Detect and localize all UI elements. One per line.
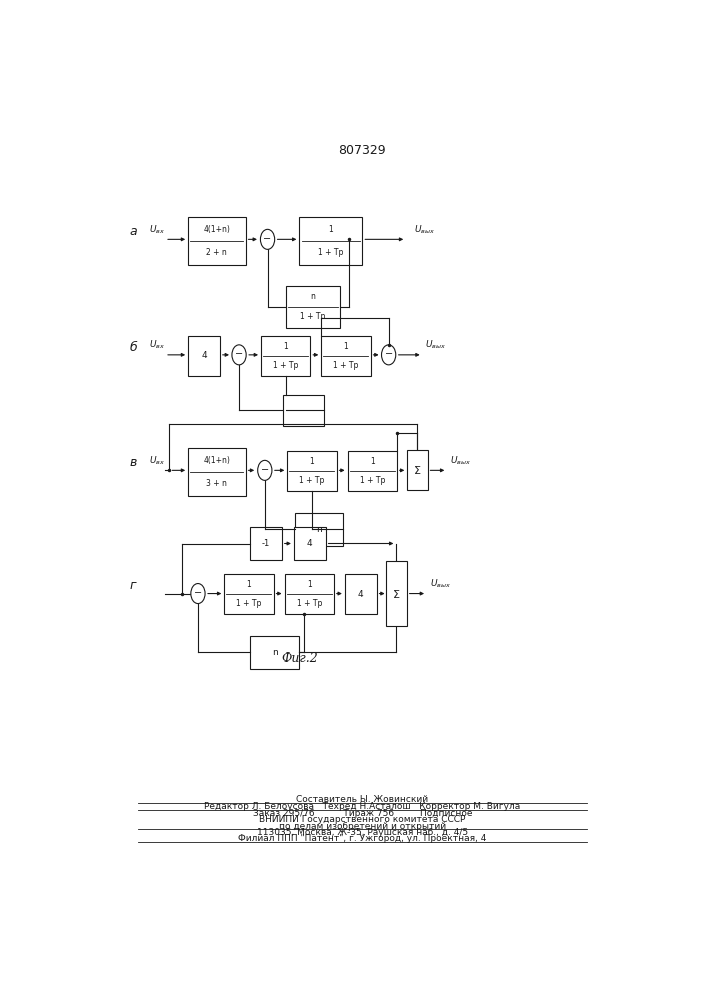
Bar — [188, 336, 220, 376]
Text: 1: 1 — [247, 580, 251, 589]
Bar — [407, 450, 428, 490]
Text: 1 + Tp: 1 + Tp — [360, 476, 385, 485]
Text: ВНИИПИ Государственного комитета СССР: ВНИИПИ Государственного комитета СССР — [259, 815, 465, 824]
Text: Редактор Л. Белоусова   Техред Н.Асталош   Корректор М. Вигула: Редактор Л. Белоусова Техред Н.Асталош К… — [204, 802, 520, 811]
Bar — [286, 286, 341, 328]
Circle shape — [382, 345, 396, 365]
Text: 3 + n: 3 + n — [206, 479, 228, 488]
Text: −: − — [194, 588, 202, 598]
Text: $U_{вых}$: $U_{вых}$ — [430, 577, 451, 590]
Text: −: − — [261, 465, 269, 475]
Bar — [299, 217, 363, 265]
Text: 113035, Москва, Ж-35, Раушская наб., д. 4/5: 113035, Москва, Ж-35, Раушская наб., д. … — [257, 828, 468, 837]
Text: -1: -1 — [262, 539, 270, 548]
Text: 2 + n: 2 + n — [206, 248, 227, 257]
Bar — [348, 451, 397, 491]
Bar — [188, 448, 245, 496]
Text: n: n — [310, 292, 315, 301]
Text: 4: 4 — [201, 351, 207, 360]
Circle shape — [232, 345, 246, 365]
Text: 1 + Tp: 1 + Tp — [300, 312, 326, 321]
Text: −: − — [264, 234, 271, 244]
Text: $U_{вх}$: $U_{вх}$ — [148, 454, 165, 467]
Text: Составитель Ы. Жовинский: Составитель Ы. Жовинский — [296, 795, 428, 804]
Text: n: n — [271, 648, 278, 657]
Text: 1 + Tp: 1 + Tp — [318, 248, 344, 257]
Text: 1: 1 — [329, 225, 333, 234]
Circle shape — [257, 460, 272, 480]
Text: 4(1+n): 4(1+n) — [204, 456, 230, 465]
Bar — [250, 527, 282, 560]
Bar — [287, 451, 337, 491]
Text: $U_{вых}$: $U_{вых}$ — [414, 223, 436, 236]
Text: 1 + Tp: 1 + Tp — [236, 599, 262, 608]
Text: $\Sigma$: $\Sigma$ — [392, 588, 400, 600]
Text: 807329: 807329 — [339, 144, 386, 157]
Text: 1 + Tp: 1 + Tp — [273, 361, 298, 370]
Circle shape — [260, 229, 275, 249]
Text: $U_{вых}$: $U_{вых}$ — [450, 454, 471, 467]
Bar — [321, 336, 370, 376]
Text: −: − — [235, 349, 243, 359]
Bar — [250, 636, 299, 669]
Circle shape — [191, 584, 205, 604]
Bar — [386, 561, 407, 626]
Text: Фиг.2: Фиг.2 — [281, 652, 317, 666]
Bar — [224, 574, 274, 614]
Bar — [188, 217, 245, 265]
Text: $U_{вых}$: $U_{вых}$ — [426, 339, 446, 351]
Bar — [261, 336, 310, 376]
Bar — [294, 527, 326, 560]
Bar — [284, 574, 334, 614]
Bar — [296, 513, 343, 546]
Text: а: а — [129, 225, 137, 238]
Text: $U_{вх}$: $U_{вх}$ — [148, 339, 165, 351]
Text: 4: 4 — [307, 539, 312, 548]
Text: в: в — [129, 456, 137, 469]
Text: б: б — [129, 341, 137, 354]
Text: г: г — [130, 579, 136, 592]
Text: 1: 1 — [307, 580, 312, 589]
Text: 1: 1 — [310, 457, 315, 466]
Text: Заказ 295/76          Тираж 756         Подписное: Заказ 295/76 Тираж 756 Подписное — [252, 808, 472, 818]
Text: 1: 1 — [284, 342, 288, 351]
Text: −: − — [385, 349, 392, 359]
Text: $U_{вх}$: $U_{вх}$ — [148, 223, 165, 236]
Text: 1 + Tp: 1 + Tp — [299, 476, 325, 485]
Text: 4: 4 — [358, 590, 363, 599]
Text: 1 + Tp: 1 + Tp — [333, 361, 358, 370]
Text: 1 + Tp: 1 + Tp — [296, 599, 322, 608]
Text: по делам изобретений и открытий: по делам изобретений и открытий — [279, 822, 446, 831]
Text: 1: 1 — [344, 342, 349, 351]
Text: 1: 1 — [370, 457, 375, 466]
Bar — [283, 395, 324, 426]
Text: Филиал ППП "Патент", г. Ужгород, ул. Проектная, 4: Филиал ППП "Патент", г. Ужгород, ул. Про… — [238, 834, 486, 843]
Text: n: n — [316, 525, 322, 534]
Bar — [345, 574, 377, 614]
Text: 4(1+n): 4(1+n) — [204, 225, 230, 234]
Text: $\Sigma$: $\Sigma$ — [413, 464, 421, 476]
